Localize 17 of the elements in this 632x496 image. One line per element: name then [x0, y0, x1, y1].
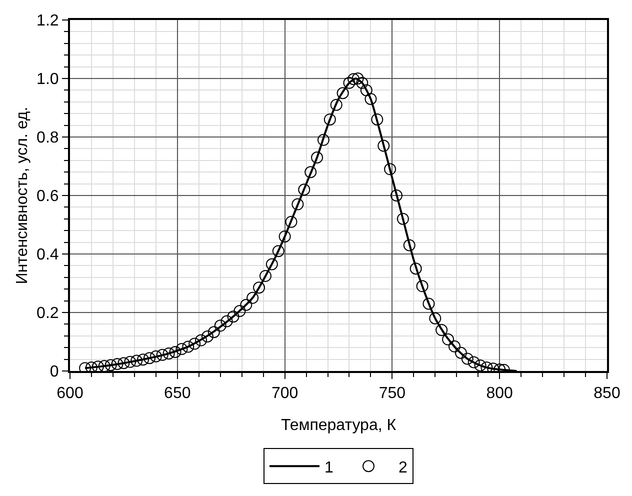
legend-label: 2	[398, 459, 408, 476]
legend-label: 1	[324, 459, 334, 476]
x-axis-title: Температура, К	[280, 417, 397, 434]
y-tick-label: 0.8	[36, 130, 59, 147]
x-tick-label: 650	[164, 385, 191, 402]
y-tick-label: 0.2	[36, 305, 59, 322]
x-tick-label: 850	[594, 385, 620, 402]
y-tick-label: 0.6	[36, 188, 59, 206]
y-tick-label: 0.4	[36, 246, 59, 264]
x-tick-label: 700	[271, 385, 298, 402]
y-tick-label: 0	[50, 364, 59, 381]
x-tick-label: 750	[378, 385, 406, 402]
y-tick-label: 1.2	[36, 12, 59, 30]
y-axis-title: Интенсивность, усл. ед.	[14, 106, 31, 284]
x-tick-label: 600	[56, 385, 84, 402]
y-tick-label: 1.0	[36, 71, 59, 88]
x-tick-label: 800	[486, 385, 514, 402]
